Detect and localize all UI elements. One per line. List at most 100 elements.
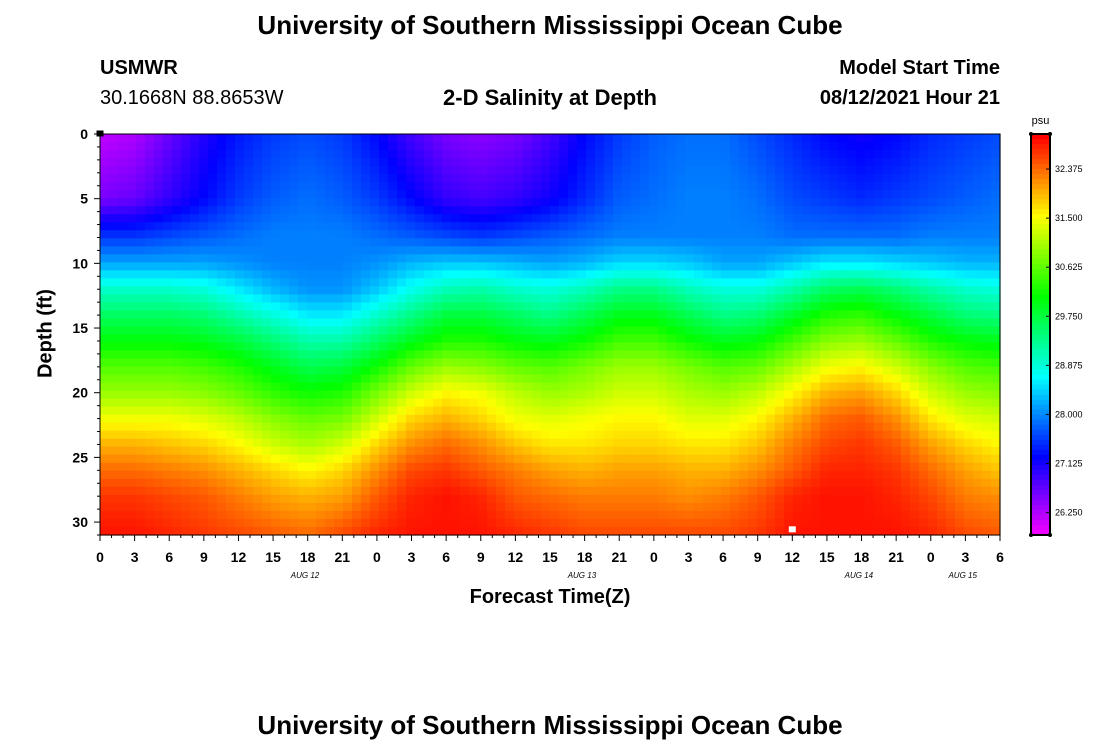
heatmap-cell — [649, 470, 659, 480]
heatmap-cell — [388, 526, 398, 536]
heatmap-cell — [685, 286, 695, 295]
heatmap-cell — [397, 182, 407, 191]
heatmap-cell — [550, 462, 560, 472]
heatmap-cell — [298, 422, 308, 432]
heatmap-cell — [937, 206, 947, 215]
heatmap-cell — [460, 470, 470, 480]
heatmap-cell — [613, 206, 623, 215]
heatmap-cell — [721, 270, 731, 279]
heatmap-cell — [667, 206, 677, 215]
heatmap-cell — [631, 350, 641, 360]
heatmap-cell — [397, 238, 407, 247]
heatmap-cell — [253, 230, 263, 239]
heatmap-cell — [118, 486, 128, 496]
heatmap-cell — [352, 206, 362, 215]
heatmap-cell — [991, 494, 1001, 504]
heatmap-cell — [397, 414, 407, 424]
heatmap-cell — [352, 438, 362, 448]
heatmap-cell — [577, 190, 587, 199]
heatmap-cell — [217, 286, 227, 295]
heatmap-cell — [262, 318, 272, 328]
heatmap-cell — [856, 222, 866, 231]
heatmap-cell — [136, 286, 146, 295]
heatmap-cell — [577, 166, 587, 175]
heatmap-cell — [127, 278, 137, 287]
heatmap-cell — [748, 510, 758, 520]
heatmap-cell — [217, 254, 227, 263]
heatmap-cell — [352, 270, 362, 279]
heatmap-cell — [424, 470, 434, 480]
heatmap-cell — [991, 150, 1001, 159]
heatmap-cell — [325, 454, 335, 464]
heatmap-cell — [865, 326, 875, 336]
heatmap-cell — [649, 222, 659, 231]
heatmap-cell — [199, 166, 209, 175]
heatmap-cell — [199, 134, 209, 143]
heatmap-cell — [712, 214, 722, 223]
heatmap-cell — [478, 214, 488, 223]
heatmap-cell — [739, 246, 749, 255]
heatmap-cell — [280, 142, 290, 151]
heatmap-cell — [253, 470, 263, 480]
heatmap-cell — [595, 390, 605, 400]
heatmap-cell — [154, 526, 164, 536]
heatmap-cell — [226, 214, 236, 223]
heatmap-cell — [127, 158, 137, 167]
heatmap-cell — [892, 438, 902, 448]
heatmap-cell — [244, 270, 254, 279]
heatmap-cell — [379, 406, 389, 416]
heatmap-cell — [640, 318, 650, 328]
heatmap-cell — [739, 342, 749, 352]
heatmap-cell — [199, 422, 209, 432]
heatmap-cell — [784, 470, 794, 480]
heatmap-cell — [244, 190, 254, 199]
heatmap-cell — [568, 198, 578, 207]
heatmap-cell — [676, 502, 686, 512]
heatmap-cell — [748, 518, 758, 528]
heatmap-cell — [793, 238, 803, 247]
heatmap-cell — [676, 310, 686, 320]
heatmap-cell — [739, 230, 749, 239]
heatmap-cell — [271, 158, 281, 167]
heatmap-cell — [388, 166, 398, 175]
heatmap-cell — [640, 326, 650, 336]
heatmap-cell — [316, 334, 326, 344]
heatmap-cell — [460, 430, 470, 440]
heatmap-cell — [919, 190, 929, 199]
heatmap-cell — [640, 342, 650, 352]
heatmap-cell — [469, 438, 479, 448]
heatmap-cell — [226, 318, 236, 328]
heatmap-cell — [559, 390, 569, 400]
heatmap-cell — [442, 414, 452, 424]
heatmap-cell — [145, 262, 155, 271]
heatmap-cell — [829, 318, 839, 328]
heatmap-cell — [793, 222, 803, 231]
heatmap-cell — [181, 270, 191, 279]
heatmap-cell — [721, 294, 731, 304]
heatmap-cell — [883, 134, 893, 143]
heatmap-cell — [667, 166, 677, 175]
heatmap-cell — [271, 462, 281, 472]
heatmap-cell — [253, 374, 263, 384]
heatmap-cell — [856, 198, 866, 207]
heatmap-cell — [766, 462, 776, 472]
heatmap-cell — [577, 206, 587, 215]
heatmap-cell — [793, 318, 803, 328]
heatmap-cell — [307, 526, 317, 536]
heatmap-cell — [829, 382, 839, 392]
heatmap-cell — [262, 334, 272, 344]
heatmap-cell — [775, 198, 785, 207]
heatmap-cell — [199, 246, 209, 255]
heatmap-cell — [280, 358, 290, 368]
heatmap-cell — [154, 230, 164, 239]
heatmap-cell — [928, 366, 938, 376]
heatmap-cell — [307, 502, 317, 512]
heatmap-cell — [955, 438, 965, 448]
heatmap-cell — [514, 502, 524, 512]
heatmap-cell — [748, 174, 758, 183]
heatmap-cell — [604, 374, 614, 384]
heatmap-cell — [100, 446, 110, 456]
heatmap-cell — [991, 462, 1001, 472]
heatmap-cell — [703, 446, 713, 456]
heatmap-cell — [226, 294, 236, 304]
